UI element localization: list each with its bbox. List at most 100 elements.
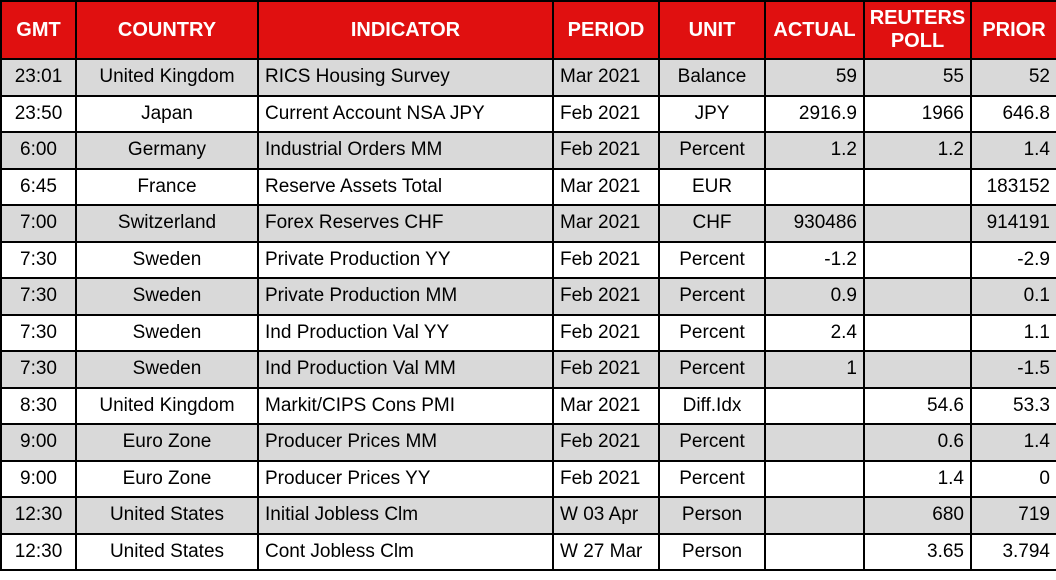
cell-gmt: 7:30 <box>0 350 77 389</box>
cell-prior: 52 <box>970 58 1056 97</box>
column-header-unit: UNIT <box>658 0 766 60</box>
cell-actual: 930486 <box>764 204 865 243</box>
cell-gmt: 9:00 <box>0 423 77 462</box>
cell-prior: 646.8 <box>970 94 1056 133</box>
cell-gmt: 6:45 <box>0 167 77 206</box>
cell-unit: Balance <box>658 58 766 97</box>
cell-prior: 1.4 <box>970 131 1056 170</box>
header-row: GMT COUNTRY INDICATOR PERIOD UNIT ACTUAL REUTE… <box>0 0 1056 60</box>
column-header-country: COUNTRY <box>75 0 259 60</box>
cell-country: United States <box>75 532 259 571</box>
cell-indicator: Forex Reserves CHF <box>257 204 554 243</box>
cell-indicator: Private Production YY <box>257 240 554 279</box>
cell-unit: Percent <box>658 277 766 316</box>
cell-period: Mar 2021 <box>552 58 660 97</box>
cell-prior: 1.4 <box>970 423 1056 462</box>
column-header-prior: PRIOR <box>970 0 1056 60</box>
cell-unit: Percent <box>658 423 766 462</box>
cell-country: United States <box>75 496 259 535</box>
cell-prior: 3.794 <box>970 532 1056 571</box>
cell-unit: CHF <box>658 204 766 243</box>
cell-country: France <box>75 167 259 206</box>
cell-reuters_poll <box>863 277 972 316</box>
cell-gmt: 23:50 <box>0 94 77 133</box>
cell-indicator: Industrial Orders MM <box>257 131 554 170</box>
cell-country: Euro Zone <box>75 459 259 498</box>
cell-prior: -1.5 <box>970 350 1056 389</box>
cell-country: Sweden <box>75 240 259 279</box>
cell-indicator: Producer Prices YY <box>257 459 554 498</box>
cell-prior: 53.3 <box>970 386 1056 425</box>
cell-period: Feb 2021 <box>552 240 660 279</box>
cell-reuters_poll: 0.6 <box>863 423 972 462</box>
cell-actual: 1.2 <box>764 131 865 170</box>
cell-actual: -1.2 <box>764 240 865 279</box>
cell-gmt: 12:30 <box>0 532 77 571</box>
cell-country: Switzerland <box>75 204 259 243</box>
cell-prior: 914191 <box>970 204 1056 243</box>
cell-indicator: Initial Jobless Clm <box>257 496 554 535</box>
cell-actual: 2916.9 <box>764 94 865 133</box>
table-row: 7:30 Sweden Ind Production Val YY Feb 2021 P… <box>0 313 1056 352</box>
table-row: 7:30 Sweden Ind Production Val MM Feb 2021 P… <box>0 350 1056 389</box>
table-row: 23:01 United Kingdom RICS Housing Survey Ma… <box>0 58 1056 97</box>
cell-unit: Diff.Idx <box>658 386 766 425</box>
cell-period: W 03 Apr <box>552 496 660 535</box>
cell-country: Sweden <box>75 350 259 389</box>
cell-indicator: RICS Housing Survey <box>257 58 554 97</box>
cell-country: Japan <box>75 94 259 133</box>
cell-actual: 2.4 <box>764 313 865 352</box>
cell-unit: Percent <box>658 350 766 389</box>
cell-prior: -2.9 <box>970 240 1056 279</box>
cell-indicator: Cont Jobless Clm <box>257 532 554 571</box>
cell-period: W 27 Mar <box>552 532 660 571</box>
cell-unit: Percent <box>658 240 766 279</box>
cell-unit: Percent <box>658 313 766 352</box>
cell-actual <box>764 532 865 571</box>
cell-country: Sweden <box>75 277 259 316</box>
cell-prior: 183152 <box>970 167 1056 206</box>
cell-indicator: Reserve Assets Total <box>257 167 554 206</box>
cell-reuters_poll <box>863 167 972 206</box>
cell-reuters_poll: 54.6 <box>863 386 972 425</box>
cell-gmt: 7:30 <box>0 240 77 279</box>
cell-period: Feb 2021 <box>552 277 660 316</box>
column-header-indicator: INDICATOR <box>257 0 554 60</box>
cell-country: Sweden <box>75 313 259 352</box>
cell-prior: 0 <box>970 459 1056 498</box>
cell-unit: Person <box>658 532 766 571</box>
column-header-actual: ACTUAL <box>764 0 865 60</box>
cell-reuters_poll: 1.2 <box>863 131 972 170</box>
cell-country: Euro Zone <box>75 423 259 462</box>
cell-actual: 0.9 <box>764 277 865 316</box>
table-row: 7:30 Sweden Private Production YY Feb 2021 P… <box>0 240 1056 279</box>
table-header: GMT COUNTRY INDICATOR PERIOD UNIT ACTUAL REUTE… <box>0 0 1056 60</box>
table-row: 12:30 United States Cont Jobless Clm W 27 M… <box>0 532 1056 571</box>
table-row: 23:50 Japan Current Account NSA JPY Feb 202… <box>0 94 1056 133</box>
cell-country: United Kingdom <box>75 58 259 97</box>
cell-gmt: 23:01 <box>0 58 77 97</box>
cell-reuters_poll <box>863 240 972 279</box>
cell-reuters_poll <box>863 350 972 389</box>
cell-reuters_poll: 1966 <box>863 94 972 133</box>
cell-unit: JPY <box>658 94 766 133</box>
cell-actual: 59 <box>764 58 865 97</box>
table-row: 7:00 Switzerland Forex Reserves CHF Mar 202… <box>0 204 1056 243</box>
cell-indicator: Markit/CIPS Cons PMI <box>257 386 554 425</box>
column-header-period: PERIOD <box>552 0 660 60</box>
cell-period: Feb 2021 <box>552 350 660 389</box>
cell-gmt: 7:00 <box>0 204 77 243</box>
cell-period: Mar 2021 <box>552 204 660 243</box>
cell-unit: EUR <box>658 167 766 206</box>
cell-gmt: 8:30 <box>0 386 77 425</box>
cell-reuters_poll: 3.65 <box>863 532 972 571</box>
cell-indicator: Ind Production Val MM <box>257 350 554 389</box>
table-row: 9:00 Euro Zone Producer Prices YY Feb 2021 P… <box>0 459 1056 498</box>
cell-indicator: Current Account NSA JPY <box>257 94 554 133</box>
cell-gmt: 7:30 <box>0 313 77 352</box>
cell-actual <box>764 167 865 206</box>
cell-gmt: 9:00 <box>0 459 77 498</box>
cell-period: Feb 2021 <box>552 459 660 498</box>
cell-reuters_poll: 680 <box>863 496 972 535</box>
cell-period: Mar 2021 <box>552 167 660 206</box>
